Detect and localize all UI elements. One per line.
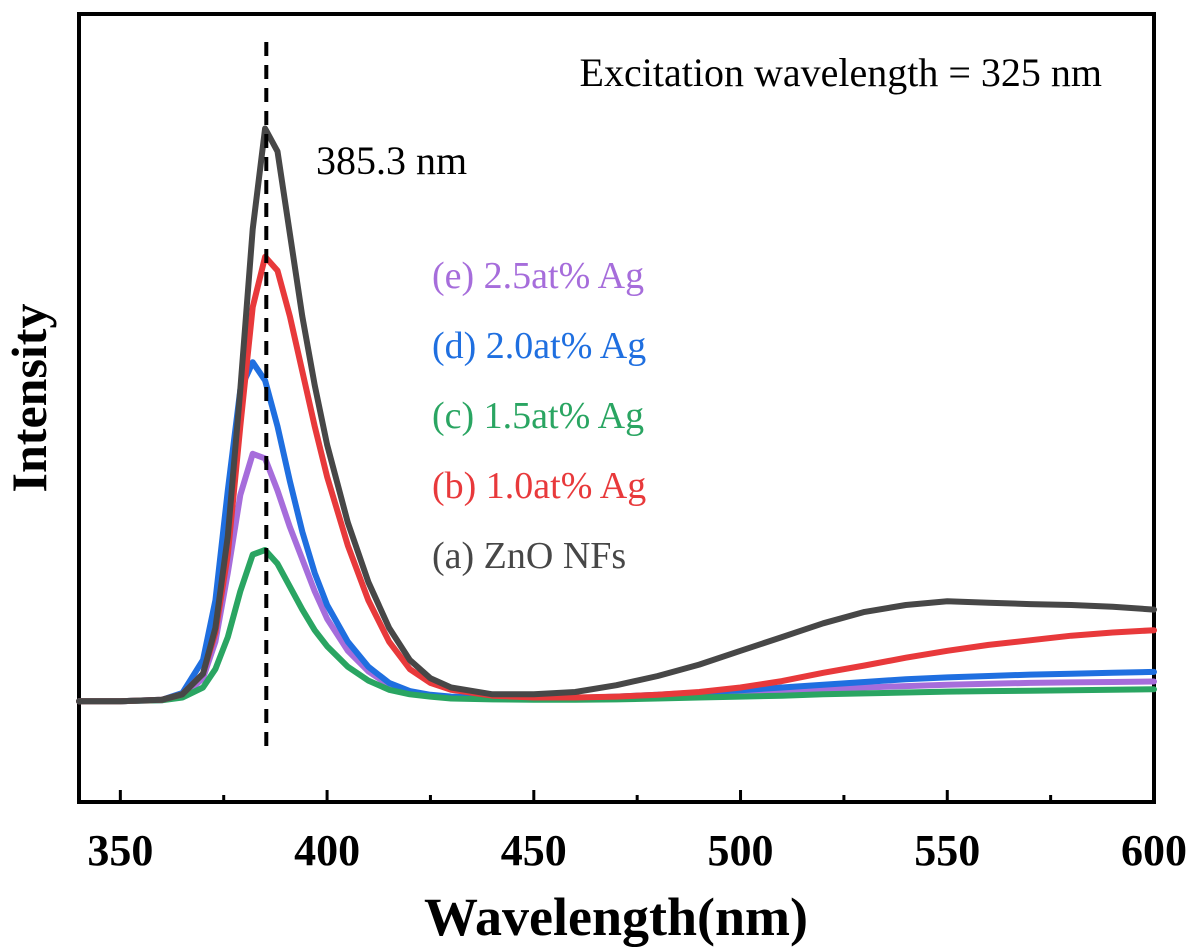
series-lines	[76, 125, 1157, 705]
series-line	[76, 547, 1157, 705]
x-tick-label: 400	[294, 826, 360, 875]
legend-entry: (a) ZnO NFs	[432, 535, 626, 577]
excitation-annotation: Excitation wavelength = 325 nm	[580, 50, 1102, 95]
peak-label: 385.3 nm	[316, 138, 467, 183]
legend-entry: (d) 2.0at% Ag	[432, 325, 646, 367]
x-tick-label: 450	[501, 826, 567, 875]
x-axis-title: Wavelength(nm)	[424, 887, 808, 947]
x-tick-label: 600	[1121, 826, 1187, 875]
x-axis-tick-labels: 350 400 450 500 550 600	[87, 826, 1187, 875]
x-tick-label: 350	[87, 826, 153, 875]
plot-frame	[77, 12, 1156, 804]
series-line	[76, 125, 1157, 705]
x-tick-label: 500	[708, 826, 774, 875]
legend-entry: (c) 1.5at% Ag	[432, 395, 644, 437]
legend: (e) 2.5at% Ag (d) 2.0at% Ag (c) 1.5at% Ag (…	[432, 255, 646, 577]
x-axis-ticks	[118, 790, 1156, 802]
legend-entry: (b) 1.0at% Ag	[432, 465, 646, 507]
legend-entry: (e) 2.5at% Ag	[432, 255, 644, 297]
y-axis-title: Intensity	[1, 304, 57, 493]
x-tick-label: 550	[914, 826, 980, 875]
